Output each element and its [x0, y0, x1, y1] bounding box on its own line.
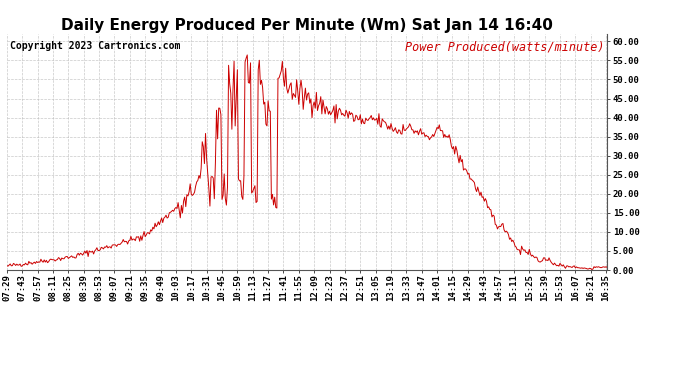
Text: Power Produced(watts/minute): Power Produced(watts/minute): [405, 41, 604, 54]
Text: Copyright 2023 Cartronics.com: Copyright 2023 Cartronics.com: [10, 41, 180, 51]
Title: Daily Energy Produced Per Minute (Wm) Sat Jan 14 16:40: Daily Energy Produced Per Minute (Wm) Sa…: [61, 18, 553, 33]
